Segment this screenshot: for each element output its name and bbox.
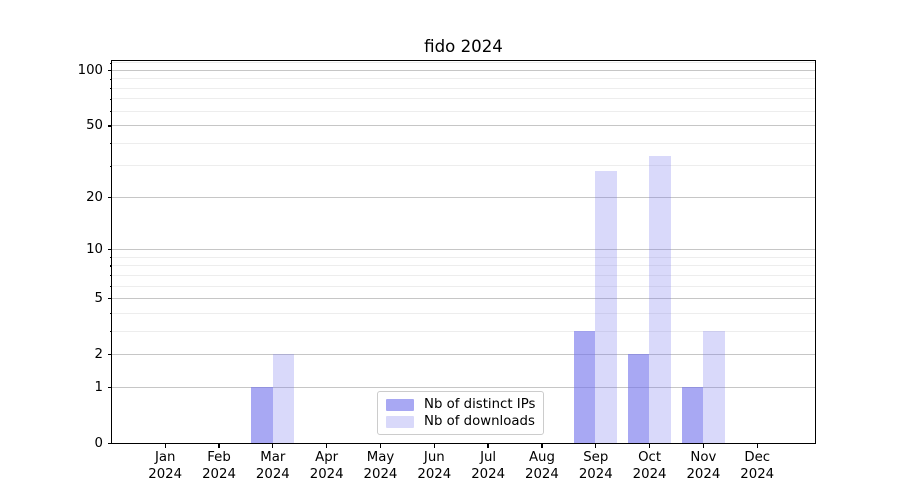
gridline-minor-80 [111,87,815,89]
x-tick-label-mar-2024: Mar 2024 [255,450,290,482]
x-tick-label-oct-2024: Oct 2024 [632,450,667,482]
gridline-1 [111,386,815,388]
legend-item-distinct-ips: Nb of distinct IPs [386,396,535,413]
bar-nb-of-downloads-mar-2024 [272,354,295,444]
gridline-20 [111,196,815,198]
y-tick-minor-40 [109,142,112,145]
y-tick-label-100: 100 [77,62,103,78]
y-tick-minor-60 [109,110,112,113]
x-tick-apr-2024 [326,443,328,449]
y-tick-minor-8 [109,265,112,267]
x-tick-may-2024 [379,443,382,449]
y-tick-label-10: 10 [86,241,103,257]
bar-nb-of-distinct-ips-nov-2024 [681,387,704,444]
gridline-minor-60 [111,110,815,112]
y-tick-10 [107,249,112,251]
gridline-minor-6 [111,285,815,287]
y-tick-0 [107,442,112,445]
x-tick-label-aug-2024: Aug 2024 [525,450,559,482]
y-tick-minor-6 [109,285,112,287]
legend: Nb of distinct IPs Nb of downloads [377,391,544,435]
x-tick-nov-2024 [702,443,705,449]
gridline-minor-110 [111,62,815,64]
x-tick-jan-2024 [164,443,166,449]
y-tick-minor-90 [109,78,112,80]
bar-nb-of-distinct-ips-mar-2024 [251,387,273,444]
y-tick-label-1: 1 [94,379,103,395]
x-tick-label-may-2024: May 2024 [363,450,398,482]
gridline-100 [111,69,815,71]
x-tick-jun-2024 [433,443,435,449]
y-tick-50 [107,125,112,127]
x-tick-sep-2024 [595,443,597,449]
bar-nb-of-downloads-oct-2024 [649,156,671,444]
y-tick-label-5: 5 [94,290,103,306]
y-tick-minor-80 [109,87,112,90]
x-tick-jul-2024 [487,443,489,449]
x-tick-label-apr-2024: Apr 2024 [309,450,344,482]
x-tick-oct-2024 [648,443,651,449]
y-tick-minor-9 [109,256,112,259]
x-tick-label-jul-2024: Jul 2024 [471,450,506,482]
x-tick-label-jun-2024: Jun 2024 [417,450,452,482]
gridline-5 [111,297,815,299]
x-tick-aug-2024 [541,443,543,449]
gridline-minor-8 [111,265,815,267]
y-tick-label-20: 20 [86,189,103,205]
y-tick-label-50: 50 [86,117,103,133]
bar-nb-of-downloads-nov-2024 [703,331,725,444]
y-tick-label-2: 2 [94,346,103,362]
y-tick-100 [107,70,112,72]
x-tick-label-nov-2024: Nov 2024 [686,450,721,482]
legend-swatch-distinct-ips [386,398,414,411]
x-tick-mar-2024 [272,443,274,449]
bar-nb-of-distinct-ips-oct-2024 [627,354,650,444]
y-tick-minor-3 [109,330,112,333]
x-tick-feb-2024 [218,443,220,449]
gridline-minor-4 [111,312,815,314]
gridline-minor-30 [111,165,815,167]
y-tick-minor-110 [109,62,112,64]
gridline-minor-40 [111,142,815,144]
bar-nb-of-downloads-sep-2024 [595,171,617,444]
y-tick-5 [107,298,112,300]
legend-item-downloads: Nb of downloads [386,413,535,430]
y-tick-20 [107,196,112,199]
bar-nb-of-distinct-ips-sep-2024 [573,331,596,444]
y-tick-minor-7 [109,274,112,277]
y-tick-label-0: 0 [94,435,103,451]
gridline-minor-90 [111,78,815,80]
chart-title: fido 2024 [424,37,503,56]
plot-area [110,59,816,445]
gridline-minor-7 [111,274,815,276]
x-tick-dec-2024 [756,443,758,449]
x-tick-label-sep-2024: Sep 2024 [578,450,613,482]
gridline-minor-9 [111,256,815,258]
x-tick-label-jan-2024: Jan 2024 [148,450,183,482]
legend-swatch-downloads [386,415,414,428]
x-tick-label-feb-2024: Feb 2024 [202,450,236,482]
y-tick-2 [107,354,112,356]
x-tick-label-dec-2024: Dec 2024 [740,450,775,482]
y-tick-minor-30 [109,165,112,167]
y-tick-1 [107,386,112,389]
gridline-minor-3 [111,330,815,332]
gridline-2 [111,353,815,355]
legend-label-downloads: Nb of downloads [424,414,535,429]
y-tick-minor-70 [109,98,112,100]
y-tick-minor-4 [109,312,112,315]
gridline-minor-70 [111,98,815,100]
gridline-50 [111,125,815,127]
legend-label-distinct-ips: Nb of distinct IPs [424,397,536,412]
gridline-10 [111,249,815,251]
